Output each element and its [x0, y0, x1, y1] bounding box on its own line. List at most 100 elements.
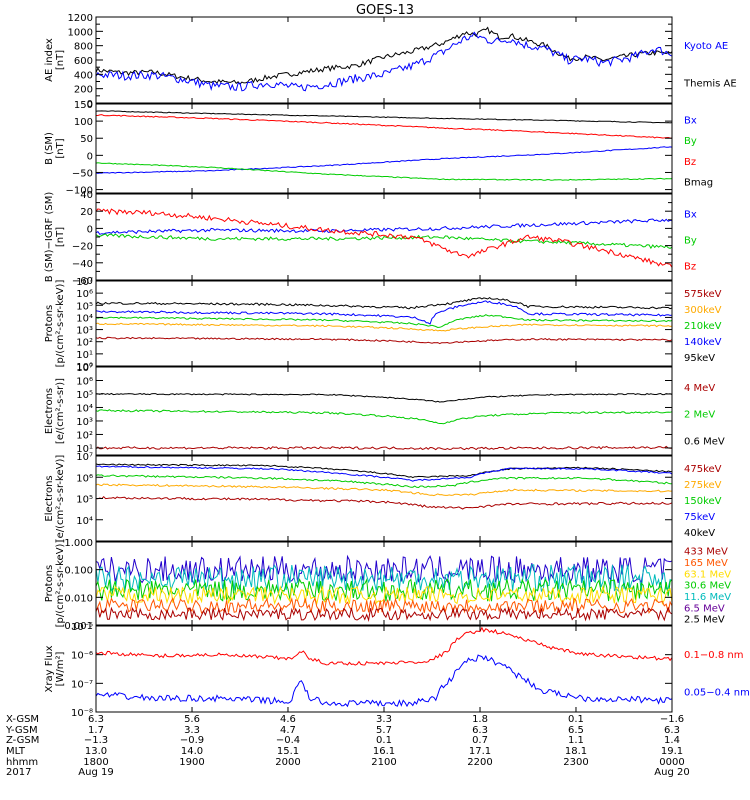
series-line-5 [95, 495, 673, 510]
x-axis-value: 1.8 [472, 714, 488, 725]
x-axis-value: −1.3 [84, 735, 108, 746]
series-line-1 [95, 296, 673, 310]
panel-4: 10⁰10¹10²10³10⁴10⁵10⁶10⁷Protons[p/(cm²-s… [44, 277, 722, 373]
x-axis-row-label: Z-GSM [6, 735, 39, 746]
y-tick-label: 10² [76, 430, 93, 441]
y-tick-label: 1.000 [64, 538, 93, 549]
series-line-1 [95, 110, 673, 124]
y-axis-label: B (SM)−IGRF (SM)[nT] [44, 192, 66, 283]
legend-entry: 63.1 MeV [684, 569, 731, 580]
legend-entry: Bx [684, 116, 697, 127]
x-axis-value: 5.6 [184, 714, 200, 725]
y-tick-label: −40 [72, 259, 93, 270]
panel-1: 0 200 400 600 800 1000 1200 AE index[nT] Kyoto A… [44, 13, 737, 110]
series-line-2 [95, 409, 673, 425]
panel-frame [95, 16, 673, 104]
y-axis-label: Protons[p/(cm²-s-sr-keV)] [44, 280, 66, 368]
y-tick-label: 10⁷ [76, 363, 93, 374]
x-axis-value: 14.0 [181, 746, 203, 757]
panel-3: −60 −40 −20 0 20 40 B (SM)−IGRF (SM)[nT] Bx By Bz [44, 190, 697, 287]
x-axis-value: 1.4 [664, 735, 680, 746]
y-tick-label: 40 [80, 190, 93, 201]
y-tick-label: 10² [76, 338, 93, 349]
x-axis-value: 6.3 [664, 725, 680, 736]
panel-6: 10⁴ 10⁵ 10⁶ 10⁷ Electrons[e/(cm²-s-sr-keV)] 4… [44, 452, 722, 542]
legend-entry: 30.6 MeV [684, 581, 731, 592]
x-axis-value: 3.3 [184, 725, 200, 736]
series-line-3 [95, 208, 673, 268]
legend-entry: By [684, 236, 697, 247]
y-tick-label: 10⁶ [76, 376, 93, 387]
x-axis-value: 1900 [179, 757, 204, 768]
y-tick-label: 50 [80, 134, 93, 145]
series-line-1 [95, 218, 673, 235]
y-tick-label: 10⁷ [76, 277, 93, 288]
y-tick-label: 800 [74, 42, 93, 53]
series-line-2 [95, 300, 673, 325]
x-axis-value: 17.1 [469, 746, 491, 757]
series-line-2 [95, 564, 673, 593]
panel-frame [95, 280, 673, 367]
x-axis-row-label: MLT [6, 746, 26, 757]
legend-entry: 275keV [684, 480, 722, 491]
series-line-4 [95, 322, 673, 332]
y-tick-label: 10⁴ [76, 313, 93, 324]
legend-entry: 2 MeV [684, 410, 715, 421]
series-line-3 [95, 146, 673, 174]
y-axis-label: B (SM)[nT] [44, 132, 66, 165]
panel-5: 10¹ 10² 10³ 10⁴ 10⁵ 10⁶ 10⁷ Electrons[e/(cm²-s-… [44, 363, 725, 456]
x-axis-value: 6.3 [472, 725, 488, 736]
y-axis-label: Electrons[e/(cm²-s-sr-keV)] [44, 455, 66, 543]
y-tick-label: 10⁰ [76, 362, 93, 373]
y-tick-label: 10⁻⁷ [71, 679, 93, 690]
legend-entry: Bz [684, 262, 696, 273]
y-tick-label: −60 [72, 276, 93, 287]
x-axis-value: −1.6 [660, 714, 684, 725]
panel-8: 10⁻⁸ 10⁻⁷ 10⁻⁶ 10⁻⁵ Xray Flux[W/m²] 0.1−0.8 n… [44, 622, 750, 719]
x-axis-value: 2200 [467, 757, 492, 768]
legend-entry: 40keV [684, 528, 715, 539]
chart-title: GOES-13 [356, 3, 414, 18]
legend-entry: 6.5 MeV [684, 603, 725, 614]
x-axis-value: 13.0 [85, 746, 107, 757]
x-axis-value: 1.1 [568, 735, 584, 746]
x-axis-value: 2000 [275, 757, 300, 768]
y-tick-label: 0 [87, 99, 93, 110]
y-axis-label: AE index[nT] [44, 38, 66, 82]
legend-entry: 475keV [684, 464, 722, 475]
legend-entry: 150keV [684, 496, 722, 507]
y-axis-label: Xray Flux[W/m²] [44, 645, 66, 692]
legend-entry: Bmag [684, 178, 713, 189]
x-axis-value: 0.1 [568, 714, 584, 725]
series-line-1 [95, 554, 673, 584]
series-line-2 [96, 114, 673, 139]
x-axis-value: 18.1 [565, 746, 587, 757]
y-tick-label: 200 [74, 85, 93, 96]
x-axis-value: 2300 [563, 757, 588, 768]
y-tick-label: 10⁶ [76, 289, 93, 300]
panel-frame [95, 625, 673, 713]
x-axis-value: 0000 [659, 757, 684, 768]
y-tick-label: 10¹ [76, 444, 93, 455]
y-tick-label: 10³ [76, 417, 93, 428]
series-line-3 [95, 445, 672, 451]
series-line-5 [95, 336, 673, 345]
y-tick-label: 10⁵ [76, 390, 93, 401]
y-tick-label: 1200 [68, 13, 93, 24]
y-tick-label: 600 [74, 56, 93, 67]
y-tick-label: 10⁵ [76, 301, 93, 312]
x-axis-value: 1800 [83, 757, 108, 768]
legend-entry: 210keV [684, 321, 722, 332]
legend-entry: By [684, 136, 697, 147]
series-line-1 [95, 392, 673, 403]
x-axis-value: 6.3 [88, 714, 104, 725]
y-tick-label: 150 [74, 100, 93, 111]
y-tick-label: 10¹ [76, 350, 93, 361]
series-line-4 [95, 162, 673, 181]
x-axis-row-label: hhmm [6, 757, 38, 768]
legend-entry: 95keV [684, 353, 715, 364]
x-axis-value: 15.1 [277, 746, 299, 757]
x-axis-row-label: 2017 [6, 767, 31, 778]
